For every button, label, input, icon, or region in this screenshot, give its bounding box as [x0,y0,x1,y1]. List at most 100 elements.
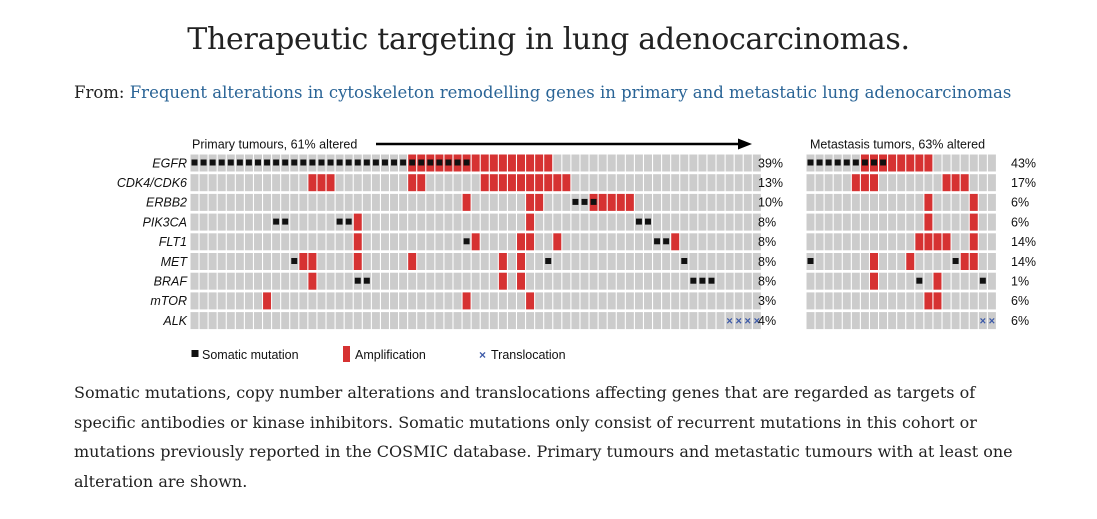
primary-cell-mtor-58 [716,292,725,310]
primary-cell-erbb2-1 [199,193,208,211]
primary-cell-cdk4-cdk6-22 [390,174,399,192]
primary-cell-cdk4-cdk6-26 [426,174,435,192]
primary-cell-pik3ca-2 [208,213,217,231]
primary-cell-flt1-39 [544,233,553,251]
metastasis-cell-mtor-13 [924,292,933,310]
metastasis-cell-pik3ca-16 [951,213,960,231]
primary-cell-pik3ca-14 [317,213,326,231]
primary-cell-erbb2-47 [616,193,625,211]
metastasis-cell-alk-6 [860,312,869,330]
metastasis-cell-mtor-10 [897,292,906,310]
primary-cell-pik3ca-28 [444,213,453,231]
gene-label-pik3ca: PIK3CA [143,215,187,229]
metastasis-mutation-egfr-0 [807,159,814,166]
metastasis-cell-pik3ca-17 [960,213,969,231]
primary-cell-braf-14 [317,272,326,290]
primary-cell-pik3ca-60 [734,213,743,231]
primary-cell-braf-15 [326,272,335,290]
metastasis-cell-flt1-8 [879,233,888,251]
primary-cell-flt1-40 [553,233,562,251]
primary-cell-met-43 [580,253,589,270]
primary-cell-mtor-39 [544,292,553,310]
primary-cell-alk-56 [698,312,707,330]
primary-cell-mtor-18 [353,292,362,310]
primary-cell-alk-5 [235,312,244,330]
primary-cell-pik3ca-56 [698,213,707,231]
primary-cell-mtor-16 [335,292,344,310]
metastasis-mutation-egfr-7 [870,159,877,166]
primary-cell-alk-6 [244,312,253,330]
metastasis-cell-flt1-5 [851,233,860,251]
primary-cell-flt1-46 [607,233,616,251]
primary-cell-pik3ca-23 [399,213,408,231]
metastasis-cell-cdk4-cdk6-20 [987,174,996,192]
primary-cell-met-27 [435,253,444,270]
primary-mutation-egfr-10 [282,159,289,166]
gene-label-mtor: mTOR [150,294,187,308]
primary-cell-alk-41 [562,312,571,330]
primary-cell-braf-2 [208,272,217,290]
primary-cell-erbb2-53 [671,193,680,211]
primary-percent-cdk4-cdk6: 13% [758,176,783,190]
primary-cell-cdk4-cdk6-44 [589,174,598,192]
primary-cell-flt1-50 [644,233,652,251]
primary-cell-pik3ca-25 [417,213,426,231]
primary-cell-pik3ca-27 [435,213,444,231]
gene-label-alk: ALK [162,314,187,328]
primary-cell-egfr-41 [562,154,571,172]
metastasis-cell-cdk4-cdk6-1 [815,174,824,192]
primary-mutation-egfr-30 [463,159,470,166]
primary-cell-alk-13 [308,312,317,330]
primary-cell-cdk4-cdk6-53 [671,174,680,192]
primary-cell-alk-46 [607,312,616,330]
primary-cell-mtor-42 [571,292,580,310]
primary-cell-braf-42 [571,272,580,290]
primary-cell-erbb2-49 [634,193,643,211]
primary-mutation-egfr-22 [391,159,398,166]
metastasis-cell-met-1 [815,253,824,270]
source-article-link[interactable]: Frequent alterations in cytoskeleton rem… [129,83,1012,102]
metastasis-cell-alk-13 [924,312,933,330]
primary-cell-alk-55 [689,312,698,330]
metastasis-cell-met-4 [842,253,851,270]
primary-cell-pik3ca-43 [580,213,589,231]
metastasis-cell-flt1-12 [915,233,924,251]
primary-cell-erbb2-3 [217,193,226,211]
primary-cell-met-17 [344,253,353,270]
metastasis-cell-alk-15 [942,312,951,330]
primary-cell-flt1-16 [335,233,344,251]
primary-cell-met-25 [417,253,426,270]
primary-cell-flt1-28 [444,233,453,251]
primary-mutation-braf-18 [354,277,361,284]
metastasis-cell-mtor-14 [933,292,942,310]
primary-cell-met-12 [299,253,308,270]
metastasis-panel-title: Metastasis tumors, 63% altered [810,138,985,152]
metastasis-cell-pik3ca-13 [924,213,933,231]
primary-cell-egfr-47 [616,154,625,172]
primary-cell-egfr-60 [734,154,743,172]
primary-cell-pik3ca-11 [290,213,299,231]
primary-cell-braf-54 [680,272,689,290]
primary-cell-met-40 [553,253,562,270]
primary-cell-met-30 [462,253,471,270]
metastasis-cell-cdk4-cdk6-13 [924,174,933,192]
primary-cell-flt1-23 [399,233,408,251]
primary-cell-erbb2-9 [272,193,281,211]
primary-cell-flt1-29 [453,233,462,251]
primary-cell-flt1-20 [371,233,380,251]
primary-cell-cdk4-cdk6-20 [371,174,380,192]
metastasis-cell-met-13 [924,253,933,270]
primary-cell-flt1-33 [489,233,498,251]
metastasis-cell-flt1-2 [824,233,833,251]
metastasis-cell-cdk4-cdk6-8 [879,174,888,192]
metastasis-cell-met-18 [969,253,978,270]
primary-cell-mtor-31 [471,292,480,310]
metastasis-cell-flt1-3 [833,233,842,251]
primary-cell-alk-30 [462,312,471,330]
legend-translocation-label: Translocation [491,348,566,362]
primary-cell-mtor-34 [498,292,507,310]
primary-cell-mtor-59 [725,292,734,310]
oncoprint-figure: Primary tumours, 61% altered EGFR CDK4/CD… [117,138,1036,362]
metastasis-cell-alk-20 [987,312,996,330]
primary-cell-erbb2-57 [707,193,716,211]
